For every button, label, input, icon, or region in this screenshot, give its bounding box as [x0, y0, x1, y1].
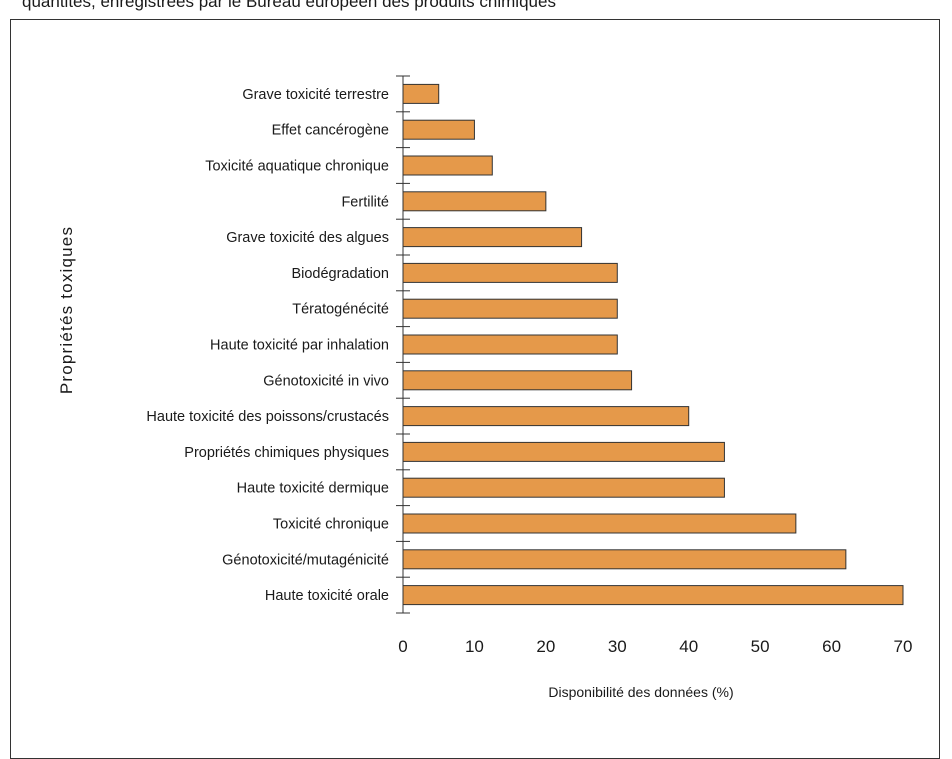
x-tick-label: 70	[894, 637, 913, 656]
category-label: Tératogénécité	[292, 302, 389, 318]
category-label: Haute toxicité dermique	[237, 481, 389, 497]
bar	[402, 370, 633, 391]
category-label: Propriétés chimiques physiques	[184, 445, 389, 461]
category-label: Haute toxicité par inhalation	[210, 338, 389, 354]
bar	[402, 477, 725, 498]
bar	[402, 441, 725, 462]
figure-caption: quantités, enregistrées par le Bureau eu…	[22, 0, 556, 11]
bars-group	[402, 83, 904, 606]
category-label: Génotoxicité in vivo	[263, 373, 389, 389]
x-tick-label: 20	[536, 637, 555, 656]
bar	[402, 406, 690, 427]
category-label: Grave toxicité terrestre	[242, 87, 389, 103]
x-axis-label: Disponibilité des données (%)	[548, 684, 733, 700]
bar	[402, 585, 904, 606]
category-label: Haute toxicité orale	[265, 588, 389, 604]
x-tick-label: 40	[679, 637, 698, 656]
bar	[402, 227, 583, 248]
category-label: Fertilité	[341, 194, 389, 210]
bar	[402, 513, 797, 534]
bar	[402, 334, 618, 355]
category-label: Toxicité chronique	[273, 517, 389, 533]
x-tick-label: 30	[608, 637, 627, 656]
category-label: Génotoxicité/mutagénicité	[222, 552, 389, 568]
x-tick-labels-group: 0 10 20 30 40 50 60 70	[398, 637, 912, 656]
x-tick-label: 60	[822, 637, 841, 656]
bar	[402, 155, 493, 176]
x-tick-label: 0	[398, 637, 407, 656]
category-labels-group: Grave toxicité terrestre Effet cancérogèn…	[146, 87, 389, 604]
category-label: Grave toxicité des algues	[226, 230, 389, 246]
x-tick-label: 10	[465, 637, 484, 656]
category-label: Haute toxicité des poissons/crustacés	[146, 409, 389, 425]
y-ticks-group	[396, 75, 410, 614]
bar	[402, 262, 618, 283]
bar	[402, 119, 475, 140]
category-label: Effet cancérogène	[272, 123, 389, 139]
bar	[402, 83, 440, 104]
bar	[402, 191, 547, 212]
category-label: Toxicité aquatique chronique	[205, 159, 389, 175]
y-axis-label: Propriétés toxiques	[57, 226, 76, 394]
category-label: Biodégradation	[291, 266, 389, 282]
bar	[402, 549, 847, 570]
x-tick-label: 50	[751, 637, 770, 656]
bar	[402, 298, 618, 319]
